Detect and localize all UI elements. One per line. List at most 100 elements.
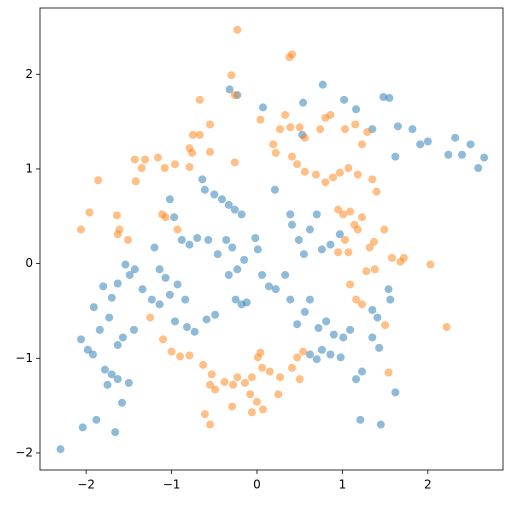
- point: [173, 280, 182, 289]
- point: [352, 375, 361, 384]
- point: [146, 313, 155, 322]
- point: [205, 147, 214, 156]
- point: [393, 122, 402, 131]
- point: [210, 190, 219, 199]
- point: [264, 282, 273, 291]
- point: [113, 375, 122, 384]
- point: [190, 327, 199, 336]
- point: [173, 225, 182, 234]
- point: [83, 345, 92, 354]
- point: [118, 398, 127, 407]
- point: [167, 347, 176, 356]
- point: [351, 120, 360, 129]
- point: [295, 375, 304, 384]
- point: [312, 355, 321, 364]
- point: [293, 320, 302, 329]
- point: [165, 195, 174, 204]
- point: [137, 163, 146, 172]
- point: [322, 317, 331, 326]
- point: [230, 91, 239, 100]
- point: [336, 353, 345, 362]
- point: [56, 445, 65, 454]
- point: [237, 210, 246, 219]
- point: [288, 220, 297, 229]
- point: [141, 155, 150, 164]
- point: [195, 130, 204, 139]
- point: [220, 377, 229, 386]
- point: [375, 343, 384, 352]
- point: [253, 353, 262, 362]
- point: [113, 279, 122, 288]
- point: [288, 363, 297, 372]
- point: [466, 140, 475, 149]
- point: [265, 367, 274, 376]
- point: [352, 295, 361, 304]
- point: [131, 177, 140, 186]
- point: [295, 123, 304, 132]
- point: [188, 148, 197, 157]
- point: [153, 153, 162, 162]
- point: [305, 295, 314, 304]
- point: [326, 350, 335, 359]
- point: [329, 173, 338, 182]
- point: [300, 167, 309, 176]
- point: [205, 380, 214, 389]
- point: [88, 350, 97, 359]
- point: [112, 211, 121, 220]
- point: [207, 370, 216, 379]
- point: [288, 152, 297, 161]
- point: [123, 235, 132, 244]
- point: [77, 225, 86, 234]
- point: [293, 353, 302, 362]
- point: [276, 373, 285, 382]
- point: [373, 313, 382, 322]
- point: [111, 428, 120, 437]
- point: [242, 298, 251, 307]
- point: [85, 208, 94, 217]
- point: [334, 248, 343, 257]
- point: [381, 321, 390, 330]
- y-tick-label: 0: [25, 256, 33, 270]
- point: [228, 402, 237, 411]
- point: [423, 137, 432, 146]
- point: [346, 207, 355, 216]
- point: [241, 378, 250, 387]
- point: [182, 323, 191, 332]
- point: [222, 235, 231, 244]
- point: [281, 110, 290, 119]
- point: [372, 187, 381, 196]
- point: [202, 315, 211, 324]
- point: [205, 420, 214, 429]
- point: [92, 415, 101, 424]
- point: [99, 282, 108, 291]
- point: [316, 125, 325, 134]
- point: [176, 352, 185, 361]
- point: [271, 148, 280, 157]
- axes-frame: [39, 7, 504, 471]
- point: [231, 295, 240, 304]
- point: [233, 265, 242, 274]
- point: [416, 140, 425, 149]
- x-tick-label: 2: [424, 478, 432, 492]
- point: [224, 270, 233, 279]
- point: [368, 175, 377, 184]
- point: [271, 285, 280, 294]
- point: [204, 235, 213, 244]
- point: [160, 163, 169, 172]
- point: [380, 225, 389, 234]
- plot-area: [56, 25, 489, 454]
- point: [408, 125, 417, 134]
- point: [270, 185, 279, 194]
- point: [368, 306, 377, 315]
- point: [161, 273, 170, 282]
- point: [240, 255, 249, 264]
- point: [299, 250, 308, 259]
- point: [107, 370, 116, 379]
- point: [170, 317, 179, 326]
- x-tick-label: −1: [163, 478, 181, 492]
- point: [161, 213, 170, 222]
- point: [329, 330, 338, 339]
- point: [370, 265, 379, 274]
- point: [384, 285, 393, 294]
